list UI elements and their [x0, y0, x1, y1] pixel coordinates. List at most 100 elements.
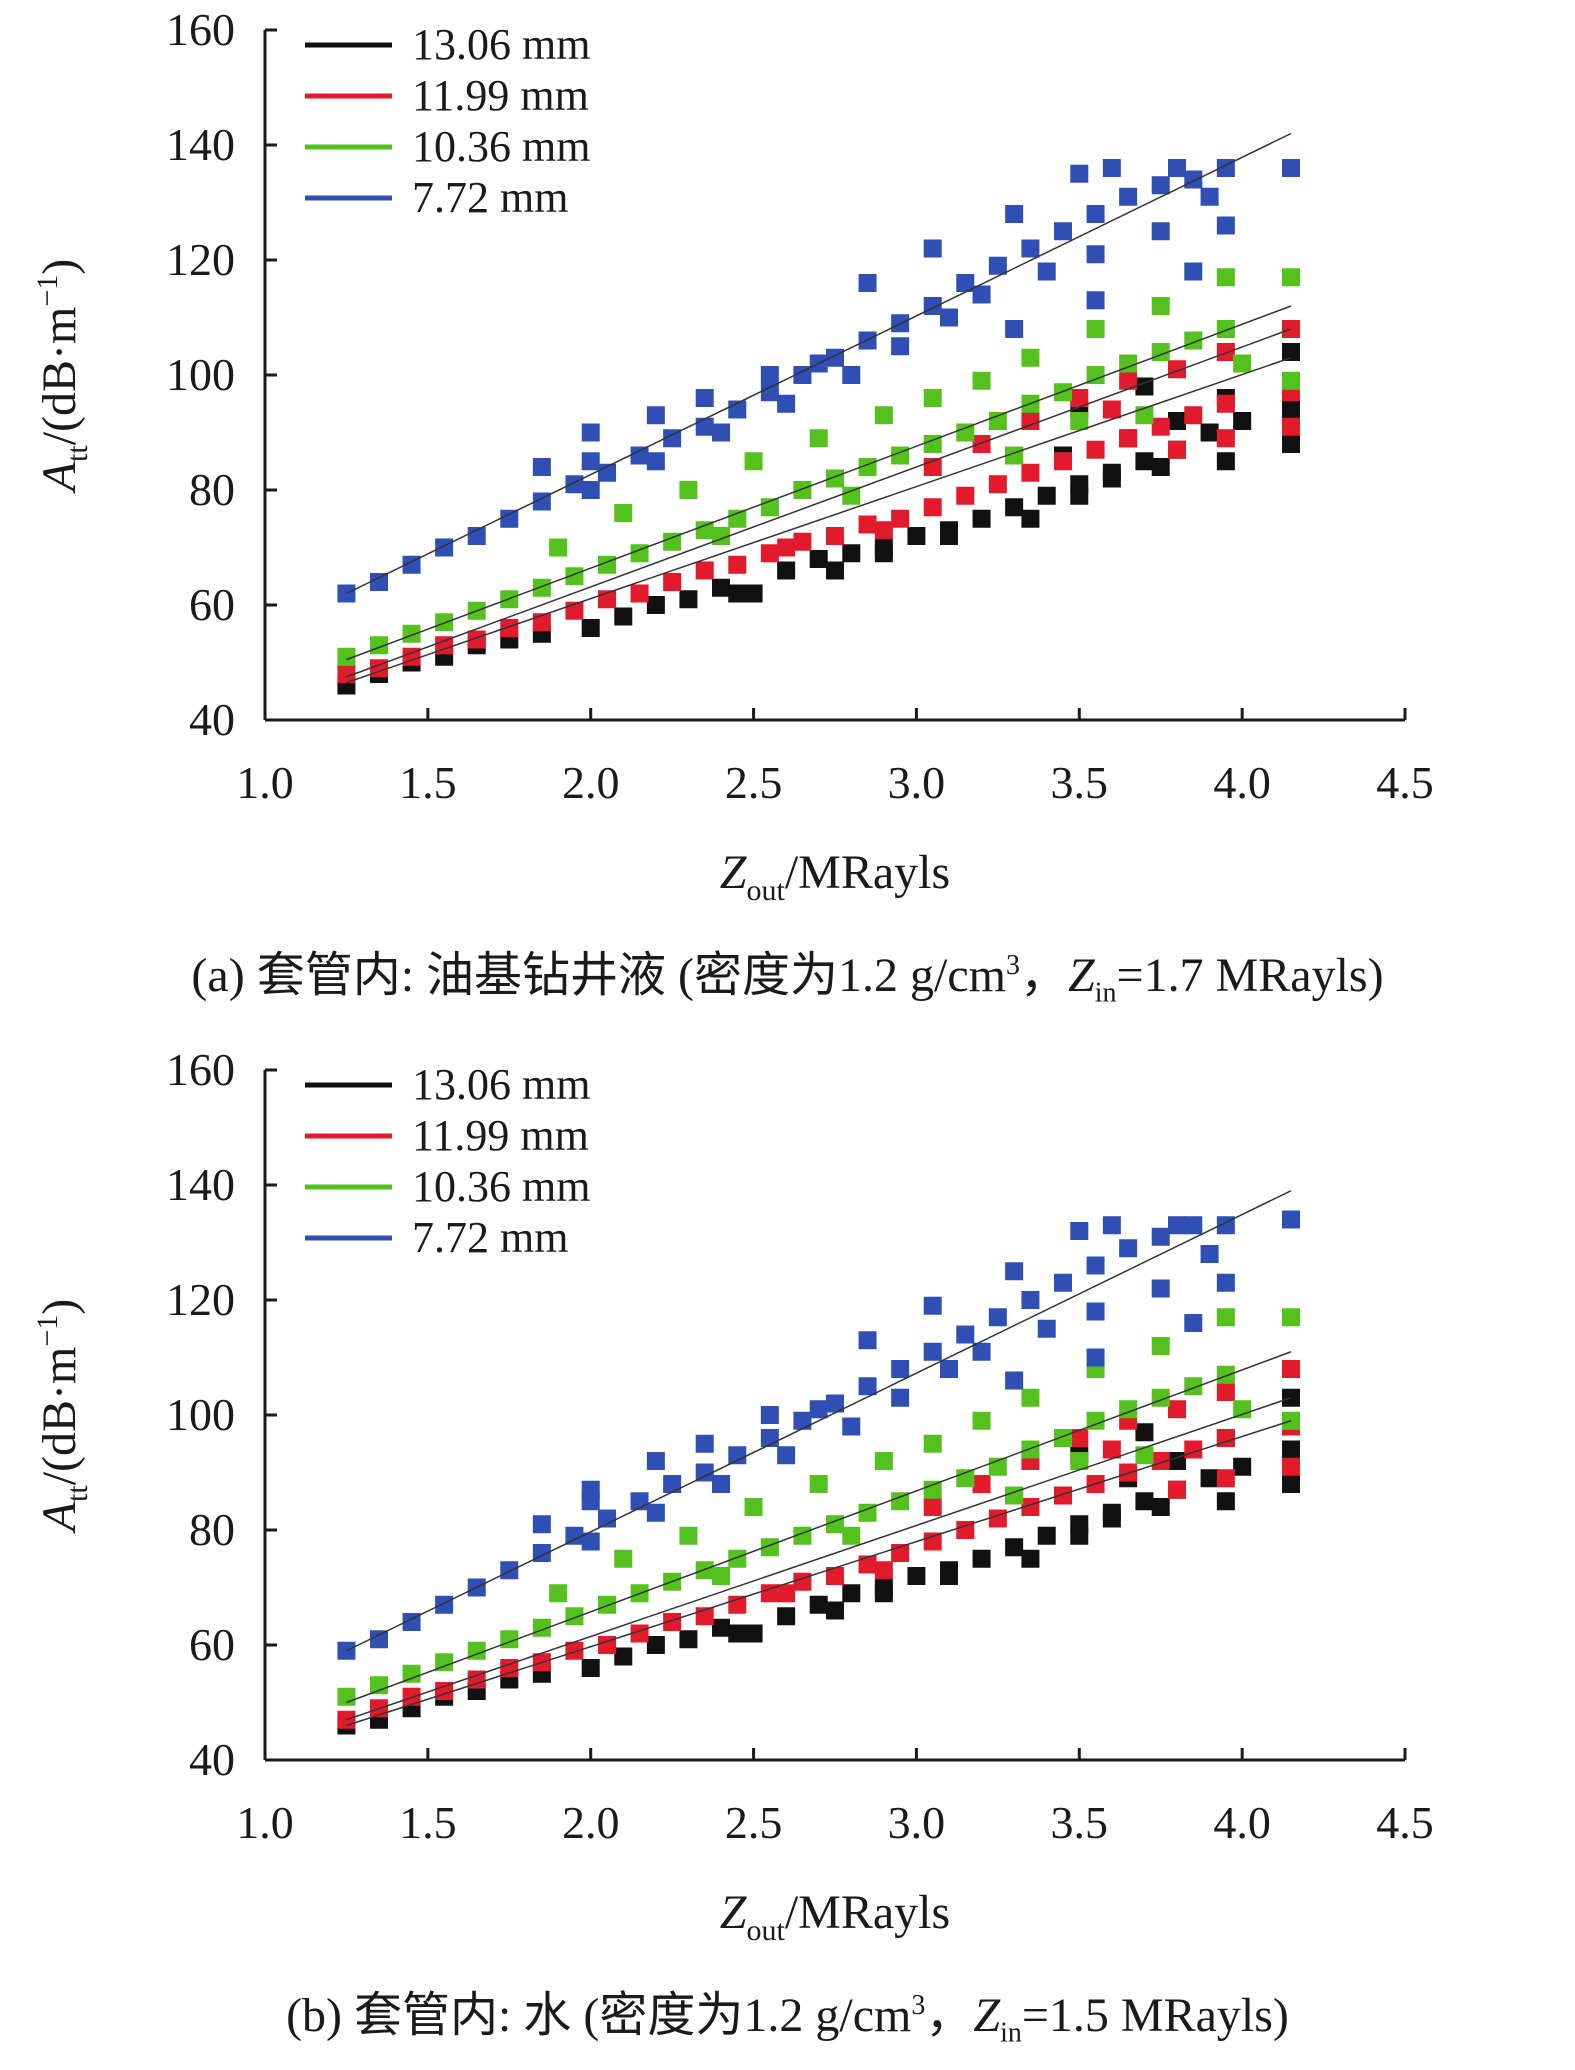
data-point [1102, 1440, 1121, 1459]
data-point [337, 665, 356, 683]
data-point [1282, 371, 1300, 390]
data-point [972, 509, 991, 528]
data-point [549, 538, 568, 557]
y-axis-var: A [33, 461, 86, 494]
data-point [1005, 1538, 1024, 1557]
series-0-points [337, 1388, 1300, 1735]
x-tick-label: 3.5 [1051, 757, 1109, 808]
caption-sup: 3 [911, 1990, 926, 2021]
data-point [1005, 1262, 1024, 1281]
data-point [1168, 1400, 1186, 1419]
data-point [907, 527, 926, 545]
data-point [695, 1463, 714, 1482]
data-point [712, 423, 730, 442]
data-point [874, 544, 893, 563]
data-point [874, 1561, 893, 1580]
data-point [565, 567, 584, 586]
data-point [744, 1498, 763, 1516]
data-point [532, 492, 551, 511]
legend-label: 13.06 mm [412, 20, 590, 69]
data-point [337, 647, 356, 666]
data-point [581, 1659, 600, 1677]
data-point [402, 1664, 421, 1683]
data-point [1216, 452, 1235, 471]
data-point [842, 1417, 861, 1436]
data-point [1086, 320, 1105, 338]
data-point [728, 1595, 747, 1614]
fit-line [346, 328, 1292, 678]
data-point [972, 1342, 991, 1361]
data-point [1282, 1475, 1300, 1493]
data-point [728, 1624, 747, 1643]
data-point [760, 544, 779, 563]
series-3-points [337, 159, 1300, 603]
fit-line [346, 1351, 1292, 1704]
data-point [532, 458, 551, 476]
data-point [1086, 440, 1105, 459]
data-point [793, 1411, 812, 1430]
data-point [891, 1360, 910, 1378]
data-point [1037, 262, 1056, 281]
data-point [435, 1595, 454, 1614]
data-point [1282, 343, 1300, 361]
data-point [1184, 170, 1203, 189]
data-point [1086, 1302, 1105, 1321]
data-point [1086, 245, 1105, 264]
data-point [1184, 262, 1203, 281]
data-point [1282, 268, 1300, 287]
data-point [842, 366, 861, 384]
y-axis-title: Att/(dB·m−1) [31, 259, 94, 495]
data-point [1021, 463, 1040, 482]
data-point [679, 590, 698, 609]
data-point [891, 337, 910, 356]
data-point [842, 1526, 861, 1545]
data-point [1184, 1377, 1203, 1396]
legend-label: 7.72 mm [412, 1213, 568, 1262]
data-point [1216, 1469, 1235, 1488]
data-point [565, 1526, 584, 1545]
x-axis-sub: out [747, 1914, 786, 1947]
data-point [1070, 389, 1089, 407]
data-point [923, 239, 942, 258]
y-tick-label: 40 [189, 1734, 235, 1785]
x-tick-label: 2.0 [562, 757, 620, 808]
caption-prefix: (a) 套管内: 油基钻井液 (密度为1.2 g/cm [191, 949, 1006, 1002]
data-point [1021, 1388, 1040, 1407]
data-point [1119, 371, 1138, 390]
x-axis-sub: out [747, 874, 786, 907]
y-axis-title: Att/(dB·m−1) [31, 1299, 94, 1535]
data-point [500, 509, 519, 528]
data-point [1119, 1463, 1138, 1482]
data-point [858, 274, 877, 292]
y-axis-close: ) [33, 1299, 86, 1315]
data-point [370, 1676, 388, 1695]
data-point [1282, 1360, 1300, 1378]
data-point [874, 1584, 893, 1603]
data-point [923, 1342, 942, 1361]
legend-label: 13.06 mm [412, 1060, 590, 1109]
data-point [923, 1296, 942, 1315]
data-point [712, 1618, 730, 1637]
caption-mid: ， [1020, 949, 1069, 1002]
caption-var: Z [973, 1989, 1001, 2042]
x-tick-label: 1.5 [399, 1797, 457, 1848]
data-point [1168, 360, 1186, 379]
data-point [1151, 1279, 1170, 1298]
data-point [1119, 1239, 1138, 1258]
legend-label: 11.99 mm [412, 71, 589, 120]
data-point [956, 274, 975, 292]
data-point [1151, 1227, 1170, 1246]
data-point [972, 1475, 991, 1493]
data-point [500, 1561, 519, 1580]
data-point [777, 1607, 796, 1626]
data-point [646, 596, 665, 614]
data-point [923, 498, 942, 517]
data-point [1216, 343, 1235, 361]
data-point [1216, 1273, 1235, 1292]
data-point [712, 578, 730, 597]
data-point [435, 636, 454, 655]
data-point [1151, 297, 1170, 315]
data-point [1070, 1222, 1089, 1240]
data-point [565, 1607, 584, 1626]
y-axis-var: A [33, 1501, 86, 1534]
